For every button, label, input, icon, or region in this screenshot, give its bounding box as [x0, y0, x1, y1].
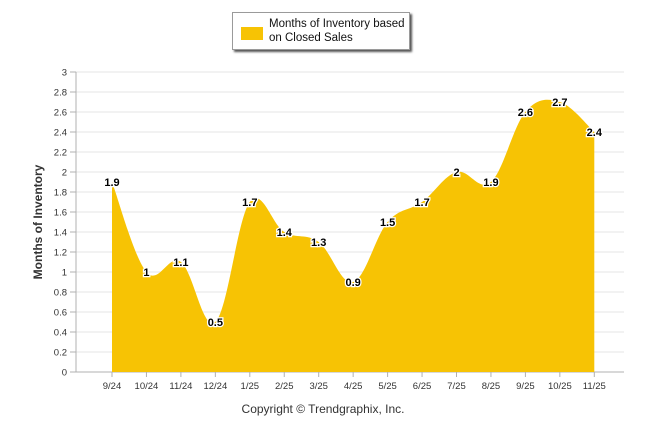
x-tick-label: 10/24 [135, 381, 159, 392]
x-tick-label: 4/25 [344, 381, 363, 392]
series-area[interactable] [112, 99, 595, 373]
y-tick-label: 0.6 [54, 308, 67, 319]
x-tick-label: 11/24 [169, 381, 192, 392]
copyright-text: Copyright © Trendgraphix, Inc. [241, 402, 405, 416]
x-tick-label: 6/25 [413, 381, 432, 392]
data-label: 1.5 [380, 217, 395, 229]
data-label: 0.5 [208, 317, 223, 329]
data-labels: 1.9 1 1.1 0.5 1.7 1.4 1.3 0.9 1.5 1.7 2 1.9 2.6 2.7 2.… [103, 96, 604, 331]
y-tick-label: 0.8 [54, 288, 67, 299]
y-tick-label: 2.2 [54, 148, 67, 159]
x-tick-label: 2/25 [275, 381, 294, 392]
x-tick-label: 7/25 [447, 381, 466, 392]
y-tick-labels: 0 0.2 0.4 0.6 0.8 1 1.2 1.4 1.6 1.8 2 2.2 2.4 2.6 2.8 3 [54, 68, 67, 379]
data-label: 2.6 [518, 107, 533, 119]
x-tick-label: 10/25 [548, 381, 572, 392]
data-label: 1.9 [483, 177, 498, 189]
x-tick-label: 3/25 [309, 381, 328, 392]
data-label: 2.4 [587, 127, 603, 139]
data-label: 1.3 [311, 237, 326, 249]
x-tick-label: 9/25 [516, 381, 535, 392]
x-tick-labels: 9/24 10/24 11/24 12/24 1/25 2/25 3/25 4/25 5/25 6… [103, 372, 606, 392]
data-label: 1.9 [104, 177, 119, 189]
legend-swatch [241, 27, 263, 40]
data-label: 1.7 [414, 197, 429, 209]
y-tick-label: 0.4 [54, 328, 67, 339]
legend-label: Months of Inventory based on Closed Sale… [269, 18, 405, 44]
data-label: 2.7 [552, 97, 567, 109]
y-tick-label: 1.8 [54, 188, 67, 199]
x-tick-label: 5/25 [378, 381, 397, 392]
y-axis-title: Months of Inventory [31, 164, 45, 279]
y-tick-label: 1 [62, 268, 67, 279]
data-label: 0.9 [346, 277, 361, 289]
data-label: 1.7 [242, 197, 257, 209]
y-tick-label: 1.2 [54, 248, 67, 259]
series-area-group [112, 99, 595, 373]
y-tick-label: 1.4 [54, 228, 67, 239]
y-tick-label: 3 [62, 68, 67, 79]
x-tick-label: 8/25 [482, 381, 501, 392]
y-tick-label: 2.4 [54, 128, 67, 139]
x-tick-label: 11/25 [583, 381, 606, 392]
y-tick-label: 2.8 [54, 88, 67, 99]
data-label: 1.4 [277, 227, 293, 239]
x-tick-label: 12/24 [203, 381, 227, 392]
y-tick-label: 0.2 [54, 348, 67, 359]
y-tick-label: 2 [62, 168, 67, 179]
x-tick-label: 9/24 [103, 381, 122, 392]
data-label: 1 [143, 267, 149, 279]
x-tick-label: 1/25 [241, 381, 260, 392]
y-tick-label: 0 [62, 368, 67, 379]
y-tick-label: 2.6 [54, 108, 67, 119]
data-label: 2 [453, 167, 459, 179]
legend[interactable]: Months of Inventory based on Closed Sale… [232, 12, 410, 50]
data-label: 1.1 [173, 257, 188, 269]
y-tick-label: 1.6 [54, 208, 67, 219]
